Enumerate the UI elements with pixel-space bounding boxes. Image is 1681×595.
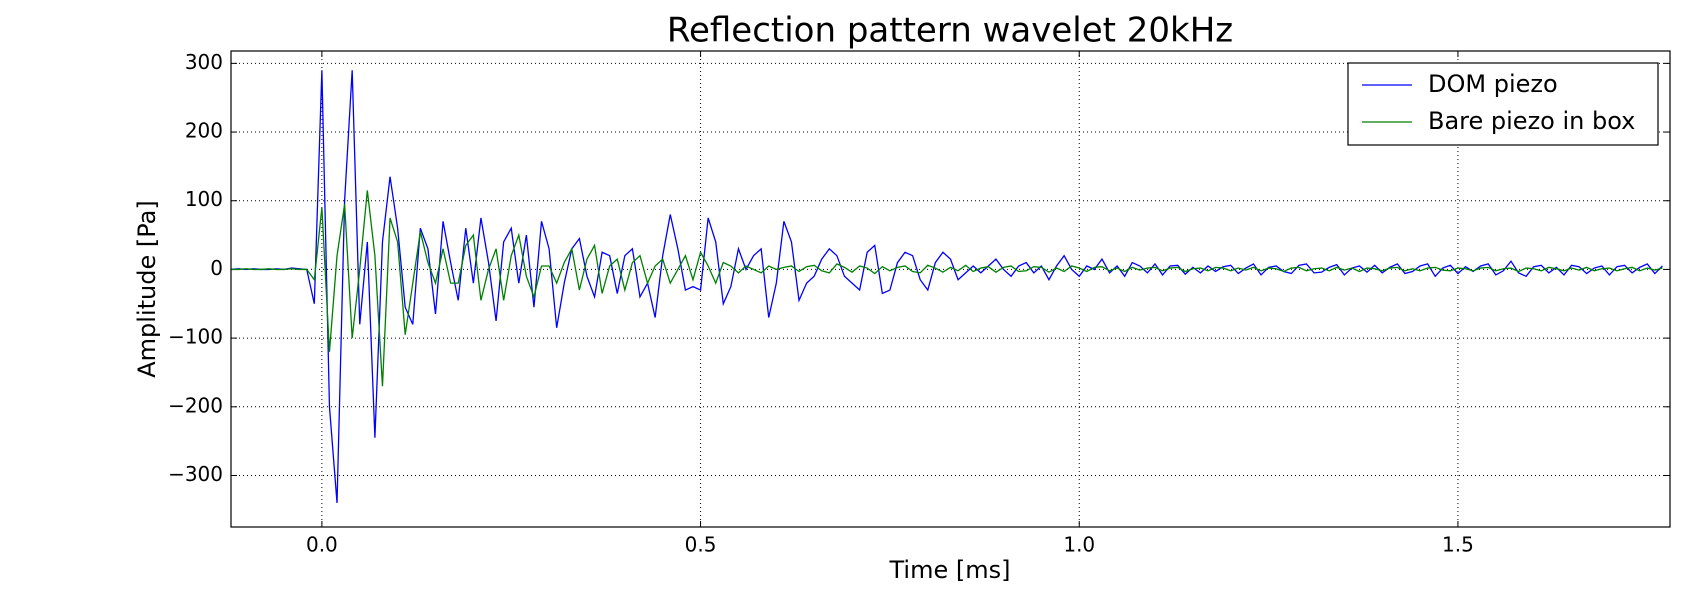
chart-title: Reflection pattern wavelet 20kHz	[667, 11, 1233, 51]
legend-label: Bare piezo in box	[1428, 107, 1635, 135]
x-tick-label: 0.5	[685, 533, 717, 557]
x-tick-label: 0.0	[306, 533, 338, 557]
x-axis-label: Time [ms]	[889, 556, 1011, 584]
y-tick-label: −200	[168, 393, 223, 417]
data-line	[231, 70, 1663, 504]
x-tick-label: 1.5	[1442, 533, 1474, 557]
y-tick-label: 200	[185, 119, 223, 143]
y-axis-label: Amplitude [Pa]	[133, 200, 161, 377]
x-tick-label: 1.0	[1063, 533, 1095, 557]
y-tick-label: −100	[168, 325, 223, 349]
y-tick-label: −300	[168, 462, 223, 486]
data-line	[231, 190, 1663, 387]
y-tick-label: 0	[210, 256, 223, 280]
legend-label: DOM piezo	[1428, 70, 1558, 98]
plot-frame	[230, 50, 1671, 528]
y-tick-label: 100	[185, 187, 223, 211]
y-tick-label: 300	[185, 50, 223, 74]
legend-box	[1347, 62, 1659, 146]
